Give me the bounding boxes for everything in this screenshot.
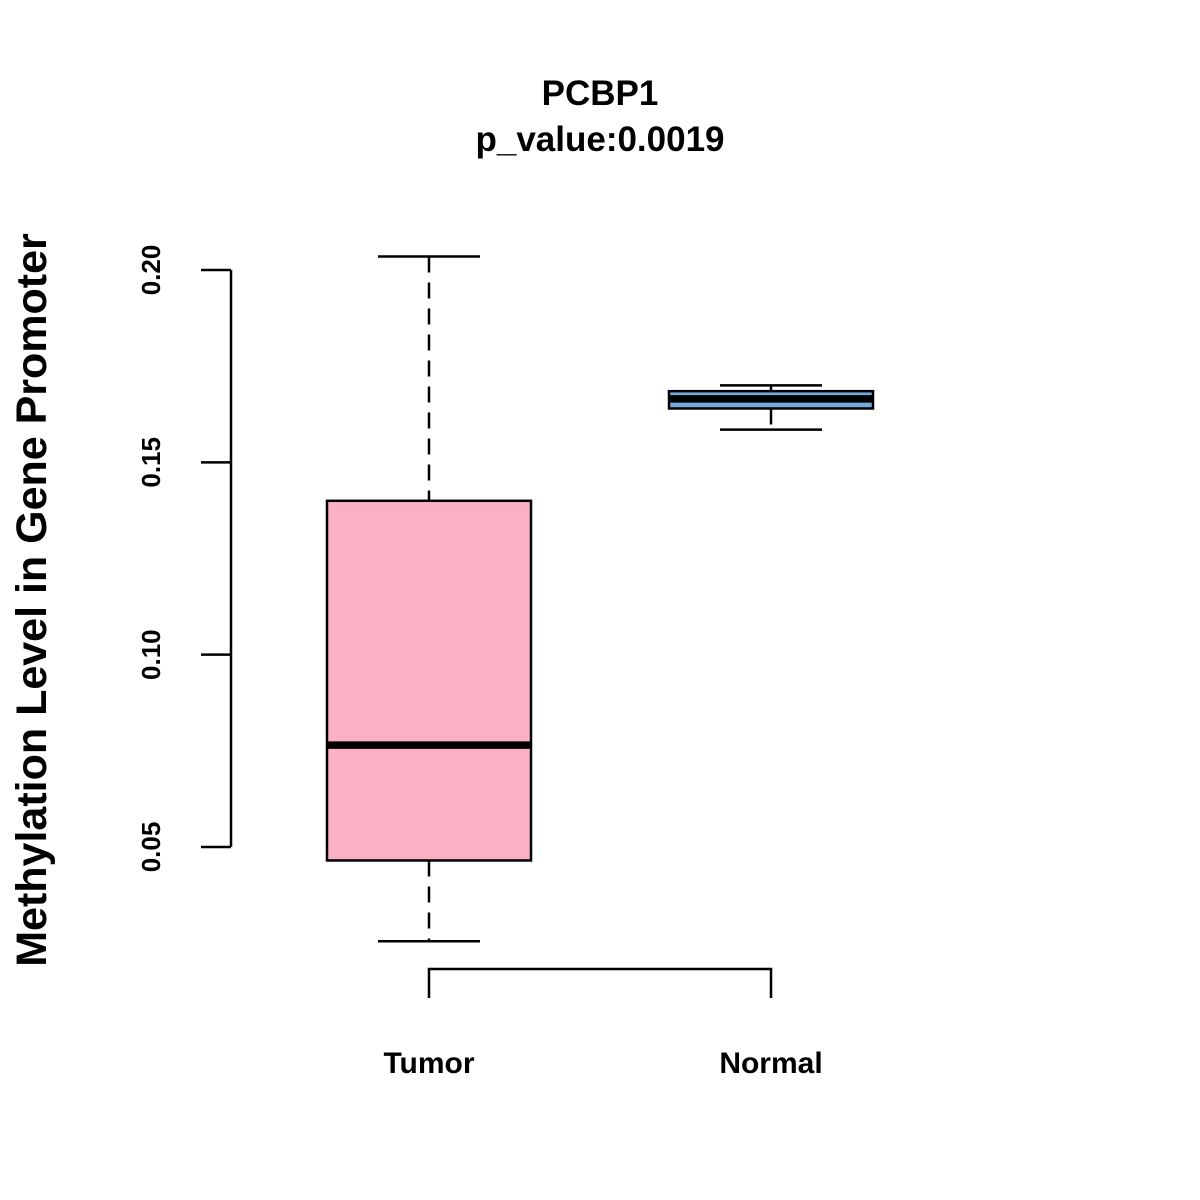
- y-tick-label: 0.05: [136, 822, 166, 873]
- box-iqr: [325, 499, 533, 862]
- box-group: [325, 255, 875, 943]
- y-tick-label: 0.10: [136, 629, 166, 680]
- category-labels: Tumor Normal: [383, 1047, 822, 1080]
- y-axis-ticks: 0.05 0.10 0.15 0.20: [136, 245, 231, 873]
- y-tick-label: 0.20: [136, 245, 166, 296]
- box-tumor: [325, 255, 533, 943]
- category-label-normal: Normal: [719, 1047, 822, 1080]
- chart-subtitle: p_value:0.0019: [475, 120, 724, 159]
- comparison-bracket: [427, 967, 773, 998]
- category-label-tumor: Tumor: [383, 1047, 474, 1080]
- y-axis-label: Methylation Level in Gene Promoter: [8, 233, 56, 967]
- y-tick-label: 0.15: [136, 437, 166, 488]
- box-normal: [667, 384, 875, 431]
- chart-title: PCBP1: [542, 74, 659, 113]
- bracket-line: [427, 967, 773, 998]
